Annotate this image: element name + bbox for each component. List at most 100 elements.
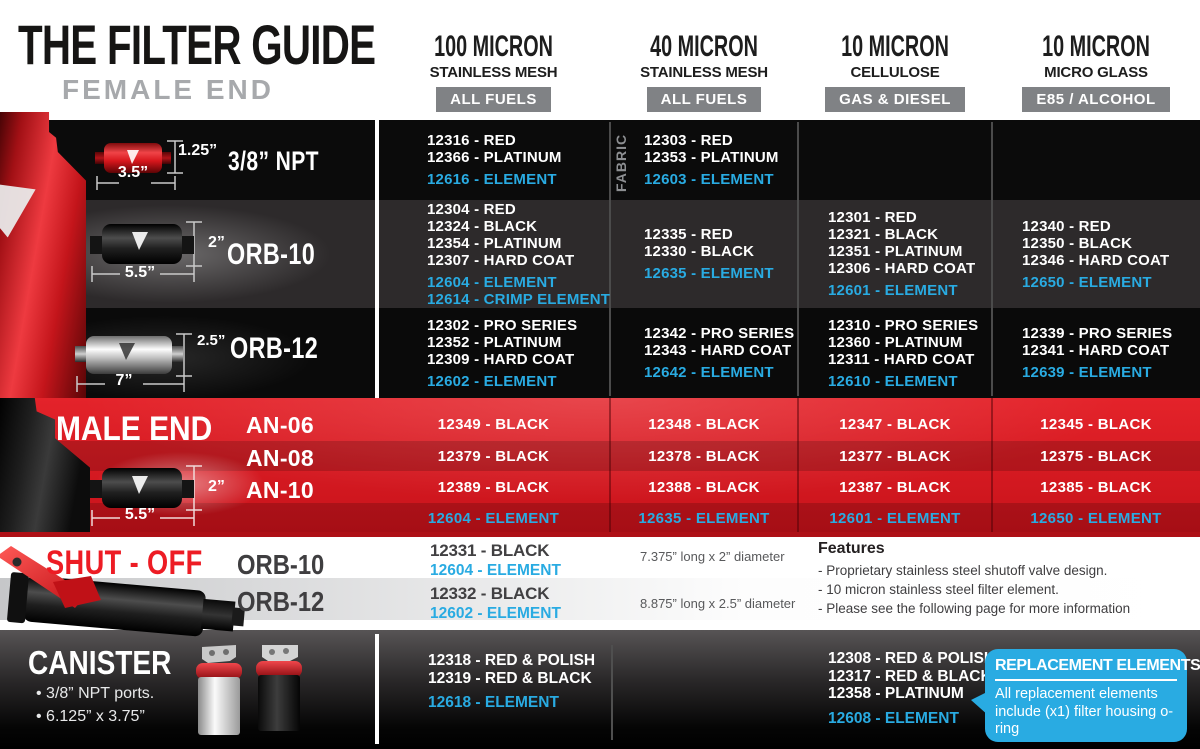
dim-length: 5.5”: [124, 264, 156, 281]
feature-item: - Proprietary stainless steel shutoff va…: [818, 563, 1108, 578]
part-number: 12342 - PRO SERIES: [644, 325, 795, 342]
part-number: 12317 - RED & BLACK: [828, 667, 992, 685]
part-number: 12358 - PLATINUM: [828, 685, 964, 702]
column-divider: [609, 398, 611, 532]
male-part: 12375 - BLACK: [1040, 448, 1152, 465]
male-part: 12345 - BLACK: [1040, 416, 1152, 433]
part-number: 12310 - PRO SERIES: [828, 316, 979, 334]
part-number: 12330 - BLACK: [644, 243, 755, 260]
replacement-elements-callout: REPLACEMENT ELEMENTS All replacement ele…: [971, 649, 1200, 742]
column-divider: [797, 398, 799, 532]
shutoff-dimensions: 8.875” long x 2.5” diameter: [640, 596, 796, 611]
media-type: MICRO GLASS: [1044, 64, 1148, 81]
male-part: 12387 - BLACK: [839, 479, 951, 496]
table-cell: 12318 - RED & POLISH 12319 - RED & BLACK …: [428, 652, 595, 712]
table-cell: 12302 - PRO SERIES 12352 - PLATINUM 12309 …: [427, 308, 612, 398]
feature-item: - 10 micron stainless steel filter eleme…: [818, 582, 1059, 597]
column-divider: [609, 122, 611, 396]
male-element: 12604 - ELEMENT: [427, 510, 560, 527]
table-cell: 12335 - RED 12330 - BLACK 12635 - ELEMENT: [644, 200, 794, 308]
micron-rating: 100 MICRON: [434, 30, 553, 63]
dim-height: 1.25”: [178, 142, 218, 159]
column-header-100-micron: 100 MICRON STAINLESS MESH ALL FUELS: [377, 32, 610, 112]
part-number: 12319 - RED & BLACK: [428, 669, 592, 687]
male-part: 12389 - BLACK: [437, 479, 550, 496]
canister-title: CANISTER: [28, 644, 172, 681]
page-title: THE FILTER GUIDE: [18, 13, 376, 76]
micron-rating: 10 MICRON: [1042, 30, 1150, 63]
element-number: 12650 - ELEMENT: [1022, 273, 1152, 291]
element-number: 12601 - ELEMENT: [828, 282, 958, 299]
female-end-subtitle: FEMALE END: [62, 74, 274, 105]
table-cell: 12342 - PRO SERIES 12343 - HARD COAT 1264…: [644, 308, 794, 398]
male-element: 12601 - ELEMENT: [829, 510, 961, 527]
dim-height: 2”: [208, 478, 225, 495]
part-number: 12324 - BLACK: [427, 217, 538, 235]
male-part: 12385 - BLACK: [1040, 479, 1152, 496]
media-type: STAINLESS MESH: [640, 64, 768, 81]
part-number: 12331 - BLACK: [430, 541, 550, 560]
row-label-orb12: ORB-12: [230, 332, 319, 365]
media-type: CELLULOSE: [850, 64, 940, 81]
dim-length: 5.5”: [124, 506, 156, 523]
element-number: 12603 - ELEMENT: [644, 171, 774, 188]
callout-title: REPLACEMENT ELEMENTS: [995, 657, 1200, 681]
row-label-orb10: ORB-10: [227, 238, 316, 271]
part-number: 12318 - RED & POLISH: [428, 652, 596, 669]
table-cell: 12301 - RED 12321 - BLACK 12351 - PLATINUM…: [828, 200, 996, 308]
part-number: 12354 - PLATINUM: [427, 234, 562, 252]
male-part: 12379 - BLACK: [437, 448, 550, 465]
column-divider: [375, 120, 379, 398]
male-part: 12378 - BLACK: [648, 448, 760, 465]
fabric-note: FABRIC: [613, 133, 629, 192]
features-heading: Features: [818, 540, 885, 557]
element-number: 12618 - ELEMENT: [428, 694, 559, 711]
part-number: 12340 - RED: [1022, 217, 1111, 235]
shutoff-valve-art: [0, 546, 245, 637]
part-number: 12308 - RED & POLISH: [828, 650, 996, 667]
row-label-an06: AN-06: [246, 412, 314, 438]
part-number: 12307 - HARD COAT: [427, 251, 575, 269]
element-number: 12602 - ELEMENT: [427, 372, 557, 390]
column-divider: [611, 645, 613, 740]
table-cell: 12308 - RED & POLISH 12317 - RED & BLACK 1…: [828, 650, 995, 727]
row-label-npt: 3/8” NPT: [228, 146, 319, 176]
features-block: Features - Proprietary stainless steel s…: [818, 540, 1148, 618]
element-number: 12635 - ELEMENT: [644, 265, 774, 282]
part-number: 12316 - RED: [427, 132, 516, 149]
part-number: 12346 - HARD COAT: [1022, 251, 1170, 269]
part-number: 12304 - RED: [427, 200, 516, 218]
element-number: 12602 - ELEMENT: [430, 605, 561, 622]
fuel-badge: ALL FUELS: [646, 87, 762, 112]
part-number: 12301 - RED: [828, 209, 917, 226]
column-divider: [797, 122, 799, 396]
part-number: 12339 - PRO SERIES: [1022, 325, 1173, 342]
bullet-item: • 3/8” NPT ports.: [36, 685, 155, 702]
fuel-badge: E85 / ALCOHOL: [1022, 87, 1170, 112]
male-row-stripe-dark: [0, 503, 1200, 532]
dim-height: 2”: [208, 234, 225, 251]
male-filter-art: [90, 465, 202, 526]
column-divider: [375, 634, 379, 744]
part-number: 12351 - PLATINUM: [828, 243, 963, 260]
part-number: 12352 - PLATINUM: [427, 333, 562, 351]
fuel-badge: GAS & DIESEL: [825, 87, 965, 112]
media-type: STAINLESS MESH: [429, 64, 558, 81]
element-number: 12642 - ELEMENT: [644, 364, 774, 381]
part-number: 12353 - PLATINUM: [644, 149, 779, 166]
canister-filters-art: [196, 645, 302, 735]
dim-length: 3.5”: [117, 164, 149, 181]
shutoff-cell: 12331 - BLACK 12604 - ELEMENT: [430, 541, 561, 580]
part-number: 12309 - HARD COAT: [427, 350, 575, 368]
column-header-40-micron: 40 MICRON STAINLESS MESH ALL FUELS: [610, 32, 798, 112]
shutoff-dimensions: 7.375” long x 2” diameter: [640, 549, 785, 564]
row-label-shutoff-orb10: ORB-10: [237, 549, 325, 580]
callout-body: All replacement elements include (x1) fi…: [995, 686, 1174, 737]
part-number: 12341 - HARD COAT: [1022, 342, 1170, 359]
element-number: 12639 - ELEMENT: [1022, 364, 1152, 381]
micron-rating: 40 MICRON: [650, 30, 758, 63]
fuel-badge: ALL FUELS: [436, 87, 551, 112]
element-number: 12608 - ELEMENT: [828, 709, 959, 727]
table-cell: 12304 - RED 12324 - BLACK 12354 - PLATINUM…: [427, 200, 612, 308]
